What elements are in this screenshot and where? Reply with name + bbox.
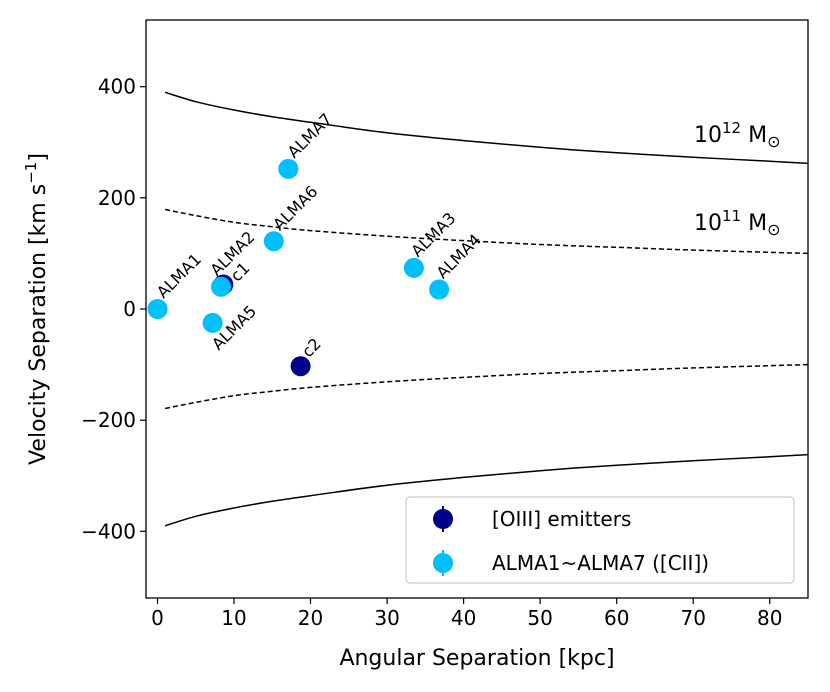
data-points	[147, 158, 450, 377]
point-alma7	[278, 158, 299, 179]
point-alma3	[403, 257, 424, 278]
legend-marker-oiii	[433, 509, 453, 529]
sun-symbol-icon: ⊙	[767, 132, 780, 151]
y-tick-label: 0	[123, 297, 136, 321]
curve-1e11-lower	[164, 363, 809, 410]
legend-label-alma: ALMA1~ALMA7 ([CII])	[492, 551, 709, 575]
curve-1e11-upper	[164, 208, 809, 255]
mass-label-1e12: 1012 M⊙	[694, 119, 780, 151]
mass-label-1e11: 1011 M⊙	[694, 207, 780, 239]
curve-1e12-upper	[164, 91, 809, 165]
legend-marker-alma	[433, 553, 453, 573]
point-alma6	[263, 231, 284, 252]
curve-1e12-lower	[164, 453, 809, 527]
point-alma5	[202, 312, 223, 333]
point-alma4	[429, 279, 450, 300]
y-axis-ticks: −400 −200 0 200 400	[81, 75, 146, 543]
sun-symbol-icon: ⊙	[767, 220, 780, 239]
x-tick-label: 60	[604, 606, 629, 630]
y-tick-label: 200	[98, 186, 136, 210]
mass-label-1e11-exp: 11	[722, 207, 741, 225]
y-tick-label: 400	[98, 75, 136, 99]
y-tick-label: −200	[81, 408, 136, 432]
y-axis-title-main: Velocity Separation [km s	[26, 184, 51, 465]
y-axis-title: Velocity Separation [km s−1]	[22, 153, 51, 465]
legend: [OIII] emitters ALMA1~ALMA7 ([CII])	[405, 496, 795, 584]
x-tick-label: 30	[374, 606, 399, 630]
x-tick-label: 20	[298, 606, 323, 630]
y-tick-label: −400	[81, 519, 136, 543]
mass-label-1e12-base: 10	[694, 123, 722, 148]
y-axis-title-sup: −1	[22, 162, 40, 184]
x-tick-label: 10	[221, 606, 246, 630]
legend-box	[405, 496, 795, 584]
mass-label-1e12-unit: M	[741, 123, 767, 148]
mass-label-1e11-unit: M	[741, 211, 767, 236]
mass-label-1e11-base: 10	[694, 211, 722, 236]
point-alma2	[211, 276, 231, 297]
x-axis-ticks: 0 10 20 30 40 50 60 70 80	[151, 598, 782, 630]
x-tick-label: 0	[151, 606, 164, 630]
x-tick-label: 80	[757, 606, 782, 630]
x-tick-label: 40	[451, 606, 476, 630]
mass-label-1e12-exp: 12	[722, 119, 741, 137]
y-axis-title-close: ]	[26, 153, 51, 162]
x-tick-label: 50	[527, 606, 552, 630]
point-c2	[290, 356, 311, 377]
x-axis-title: Angular Separation [kpc]	[339, 646, 614, 671]
mass-curves	[164, 91, 809, 527]
point-alma1	[147, 299, 168, 319]
x-tick-label: 70	[680, 606, 705, 630]
legend-label-oiii: [OIII] emitters	[492, 507, 631, 531]
